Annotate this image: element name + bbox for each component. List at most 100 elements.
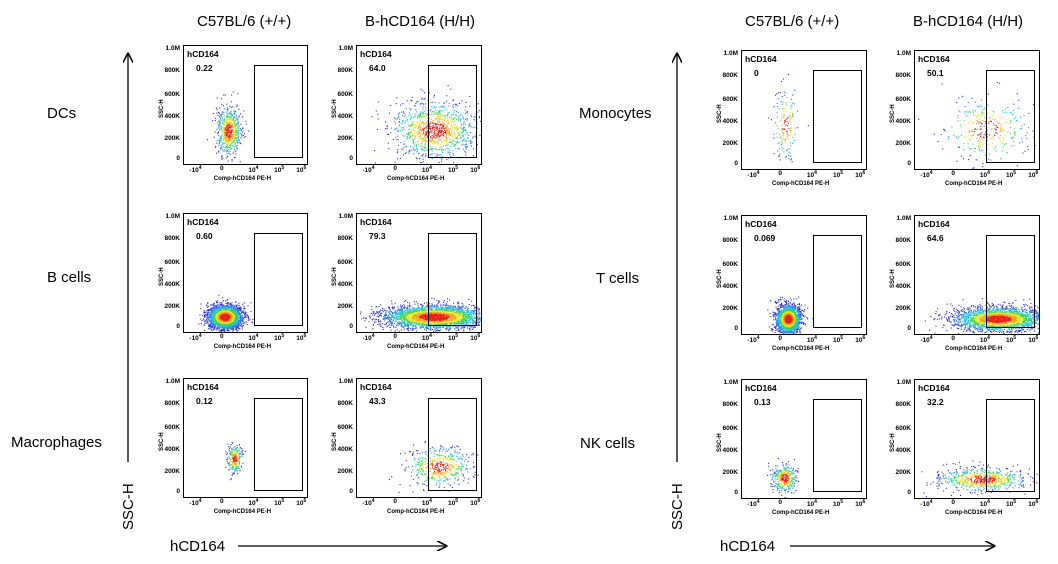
event-dot xyxy=(227,142,229,144)
event-dot xyxy=(422,154,424,156)
event-dot xyxy=(419,115,421,117)
event-dot xyxy=(222,113,224,115)
event-dot xyxy=(204,315,206,317)
event-dot xyxy=(238,130,240,132)
event-dot xyxy=(226,132,228,134)
event-dot xyxy=(225,310,227,312)
event-dot xyxy=(232,304,234,306)
event-dot xyxy=(466,111,468,113)
event-dot xyxy=(385,317,387,319)
event-dot xyxy=(403,323,405,325)
event-dot xyxy=(208,316,210,318)
event-dot xyxy=(465,139,467,141)
event-dot xyxy=(433,328,435,330)
event-dot xyxy=(391,322,393,324)
event-dot xyxy=(425,133,427,135)
event-dot xyxy=(222,305,224,307)
event-dot xyxy=(424,150,426,152)
event-dot xyxy=(448,129,450,131)
event-dot xyxy=(380,326,382,328)
event-dot xyxy=(423,131,425,133)
event-dot xyxy=(447,114,449,116)
event-dot xyxy=(207,312,209,314)
event-dot xyxy=(407,305,409,307)
event-dot xyxy=(401,324,403,326)
event-dot xyxy=(243,321,245,323)
event-dot xyxy=(462,327,464,329)
left-x-axis-label: hCD164 xyxy=(170,538,226,555)
event-dot xyxy=(206,304,208,306)
event-dot xyxy=(238,308,240,310)
event-dot xyxy=(384,316,386,318)
event-dot xyxy=(243,133,245,135)
event-dot xyxy=(397,310,399,312)
event-dot xyxy=(475,322,477,324)
event-dot xyxy=(407,119,409,121)
event-dot xyxy=(478,325,480,327)
event-dot xyxy=(423,139,425,141)
event-dot xyxy=(232,129,234,131)
event-dot xyxy=(218,318,220,320)
event-dot xyxy=(459,127,461,129)
event-dot xyxy=(229,122,231,124)
event-dot xyxy=(443,302,445,304)
event-dot xyxy=(426,130,428,132)
event-dot xyxy=(210,318,212,320)
event-dot xyxy=(222,131,224,133)
event-dot xyxy=(221,126,223,128)
event-dot xyxy=(428,123,430,125)
event-dot xyxy=(225,326,227,328)
event-dot xyxy=(225,317,227,319)
event-dot xyxy=(204,329,206,331)
event-dot xyxy=(391,318,393,320)
event-dot xyxy=(239,127,241,129)
event-dot xyxy=(433,125,435,127)
event-dot xyxy=(446,139,448,141)
event-dot xyxy=(468,134,470,136)
event-dot xyxy=(408,112,410,114)
event-dot xyxy=(401,148,403,150)
event-dot xyxy=(214,311,216,313)
event-dot xyxy=(226,127,228,129)
event-dot xyxy=(470,126,472,128)
event-dot xyxy=(388,307,390,309)
event-dot xyxy=(237,327,239,329)
event-dot xyxy=(232,330,234,332)
event-dot xyxy=(239,315,241,317)
event-dot xyxy=(441,115,443,117)
event-dot xyxy=(420,145,422,147)
event-dot xyxy=(234,142,236,144)
event-dot xyxy=(394,311,396,313)
event-dot xyxy=(229,322,231,324)
event-dot xyxy=(217,132,219,134)
event-dot xyxy=(382,328,384,330)
event-dot xyxy=(225,306,227,308)
event-dot xyxy=(222,122,224,124)
event-dot xyxy=(230,111,232,113)
event-dot xyxy=(453,145,455,147)
event-dot xyxy=(445,329,447,331)
event-dot xyxy=(472,310,474,312)
event-dot xyxy=(405,114,407,116)
event-dot xyxy=(215,308,217,310)
event-dot xyxy=(219,305,221,307)
panel-y-name: SSC-H xyxy=(159,267,165,287)
event-dot xyxy=(421,102,423,104)
event-dot xyxy=(217,114,219,116)
event-dot xyxy=(235,312,237,314)
event-dot xyxy=(434,106,436,108)
event-dot xyxy=(218,132,220,134)
event-dot xyxy=(226,299,228,301)
event-dot xyxy=(238,318,240,320)
event-dot xyxy=(388,311,390,313)
event-dot xyxy=(426,114,428,116)
panel-y-name: SSC-H xyxy=(159,99,165,119)
event-dot xyxy=(400,310,402,312)
event-dot xyxy=(416,148,418,150)
y-tick-label: 400K xyxy=(164,280,180,288)
event-dot xyxy=(380,304,382,306)
event-dot xyxy=(218,322,220,324)
event-dot xyxy=(446,125,448,127)
event-dot xyxy=(435,125,437,127)
event-dot xyxy=(244,307,246,309)
